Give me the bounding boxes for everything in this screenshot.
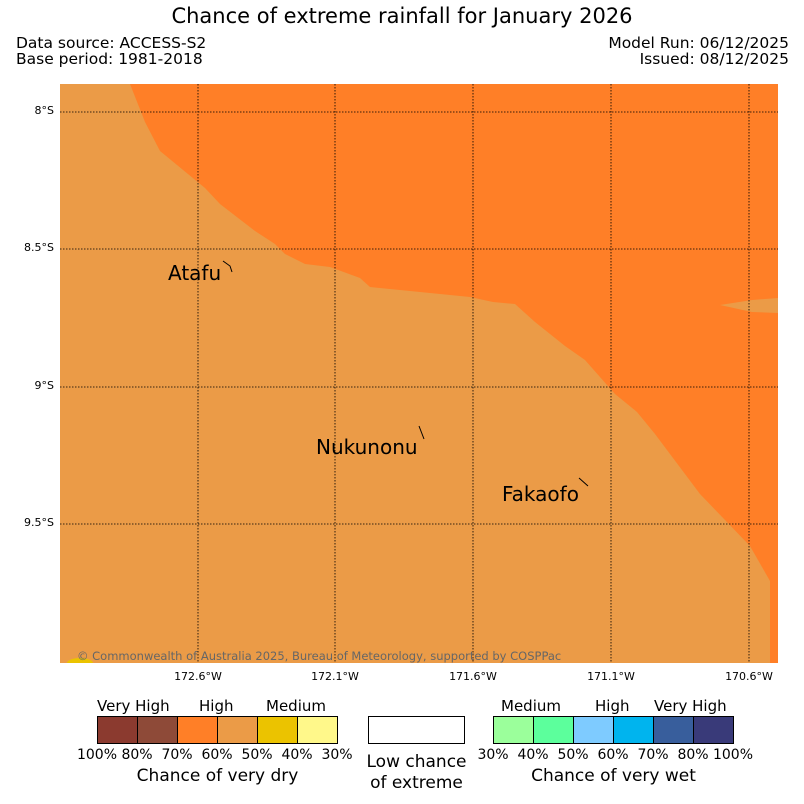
data-source-text: Data source: ACCESS-S2 [16,34,207,52]
colorbar-swatch [97,716,138,744]
colorbar-swatch [297,716,338,744]
colorbar-swatch [533,716,574,744]
colorbar-tick-label: 80% [677,747,709,763]
wet-category-medium: Medium [501,697,561,715]
map-panel [60,84,778,663]
colorbar-tick-label: 30% [321,747,353,763]
lon-tick-label: 172.6°W [174,670,222,683]
place-label-nukunonu: Nukunonu [316,435,418,459]
nukunonu-atoll-outline [418,425,425,440]
colorbar-tick-label: 50% [557,747,589,763]
colorbar-swatch [257,716,298,744]
colorbar-tick-label: 100% [712,747,754,763]
colorbar-tick-label: 30% [477,747,509,763]
colorbar-tick-label: 60% [201,747,233,763]
lon-tick-label: 171.1°W [587,670,635,683]
low-chance-label-line1: Low chance [366,752,467,772]
low-chance-swatch [368,716,465,744]
colorbar-tick-label: 100% [76,747,118,763]
colorbar-swatch [613,716,654,744]
colorbar-tick-label: 70% [161,747,193,763]
dry-category-very-high: Very High [97,697,170,715]
colorbar-swatch [177,716,218,744]
lon-tick-label: 171.6°W [449,670,497,683]
colorbar-swatch [693,716,734,744]
dry-category-medium: Medium [266,697,326,715]
lat-tick-label: 8.5°S [24,241,54,254]
high-dry-region [130,84,778,663]
lat-tick-label: 9.5°S [24,516,54,529]
wet-legend-title: Chance of very wet [531,766,696,786]
issued-text: Issued: 08/12/2025 [639,50,789,68]
lon-tick-label: 172.1°W [311,670,359,683]
map-canvas [60,84,778,663]
colorbar-tick-label: 70% [637,747,669,763]
lon-tick-label: 170.6°W [725,670,773,683]
base-period-text: Base period: 1981-2018 [16,50,203,68]
colorbar-tick-label: 40% [517,747,549,763]
place-label-atafu: Atafu [168,261,222,285]
colorbar-tick-label: 80% [121,747,153,763]
dry-legend-title: Chance of very dry [136,766,299,786]
dry-category-high: High [199,697,234,715]
colorbar-swatch [217,716,258,744]
wet-category-very-high: Very High [654,697,727,715]
medium-dry-sliver [720,298,778,313]
chart-title: Chance of extreme rainfall for January 2… [171,4,633,28]
wet-category-high: High [595,697,630,715]
copyright-text: © Commonwealth of Australia 2025, Bureau… [77,649,562,663]
coastal-patch [67,658,93,663]
colorbar-swatch [573,716,614,744]
atafu-atoll-outline [222,260,233,273]
colorbar-tick-label: 60% [597,747,629,763]
place-label-fakaofo: Fakaofo [502,482,579,506]
colorbar-tick-label: 50% [241,747,273,763]
low-chance-label-line2: of extreme [370,773,463,793]
lat-tick-label: 8°S [34,104,54,117]
fakaofo-atoll-outline [578,477,589,487]
colorbar-swatch [653,716,694,744]
colorbar-swatch [493,716,534,744]
model-run-text: Model Run: 06/12/2025 [608,34,789,52]
lat-tick-label: 9°S [34,379,54,392]
colorbar-swatch [137,716,178,744]
colorbar-tick-label: 40% [281,747,313,763]
graticule [60,84,778,663]
